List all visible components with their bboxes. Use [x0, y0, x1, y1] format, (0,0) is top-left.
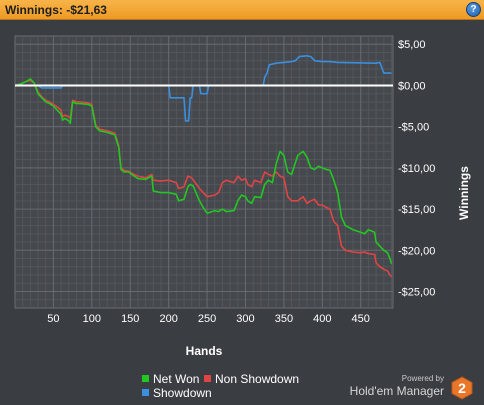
x-axis-ticks: 50 100 150 200 250 300 350 400 450 [47, 313, 370, 325]
winnings-chart: 50 100 150 200 250 300 350 400 450 $5,00 $0,00 -$5… [14, 35, 471, 358]
legend-item-net-won[interactable]: Net Won [142, 372, 199, 386]
y-tick-label: -$5,00 [398, 122, 429, 134]
y-tick-label: $0,00 [398, 80, 426, 92]
legend-swatch-showdown [142, 389, 149, 396]
series-line-non-showdown [14, 79, 393, 278]
x-tick-label: 150 [121, 313, 139, 325]
x-tick-label: 300 [236, 313, 254, 325]
x-tick-label: 450 [352, 313, 370, 325]
title-bar: Winnings: -$21,63 ? [0, 0, 484, 20]
legend-label-showdown: Showdown [153, 386, 212, 400]
winnings-label: Winnings: [5, 3, 63, 17]
logo-digit: 2 [458, 380, 466, 396]
y-tick-label: -$20,00 [398, 245, 435, 257]
series-lines [14, 55, 393, 278]
winnings-summary: Winnings: -$21,63 [5, 3, 107, 17]
x-tick-label: 400 [313, 313, 331, 325]
series-line-showdown [15, 55, 392, 122]
winnings-value: -$21,63 [66, 3, 107, 17]
y-axis-title: Winnings [457, 166, 471, 220]
x-tick-label: 250 [198, 313, 216, 325]
legend-label-net-won: Net Won [153, 372, 200, 386]
legend-item-non-showdown[interactable]: Non Showdown [204, 372, 299, 386]
help-icon[interactable]: ? [466, 2, 481, 17]
x-tick-label: 200 [159, 313, 177, 325]
y-axis-ticks: $5,00 $0,00 -$5,00 -$10,00 -$15,00 -$20,00 -$2… [398, 39, 435, 298]
y-tick-label: $5,00 [398, 39, 426, 51]
legend-label-non-showdown: Non Showdown [215, 372, 300, 386]
series-line-net-won [14, 78, 393, 264]
y-tick-label: -$25,00 [398, 287, 435, 299]
y-tick-label: -$10,00 [398, 163, 435, 175]
legend-swatch-net-won [142, 375, 149, 382]
y-tick-label: -$15,00 [398, 204, 435, 216]
x-axis-title: Hands [186, 344, 223, 358]
x-tick-label: 350 [275, 313, 293, 325]
legend-swatch-non-showdown [204, 375, 211, 382]
x-tick-label: 100 [83, 313, 101, 325]
x-tick-label: 50 [47, 313, 59, 325]
powered-by-text: Powered by [401, 374, 444, 383]
holdem-manager-logo-icon: 2 [451, 376, 473, 400]
legend-item-showdown[interactable]: Showdown [142, 386, 212, 400]
product-name: Hold'em Manager [349, 384, 444, 398]
brand-block: Powered by Hold'em Manager 2 [348, 374, 476, 402]
